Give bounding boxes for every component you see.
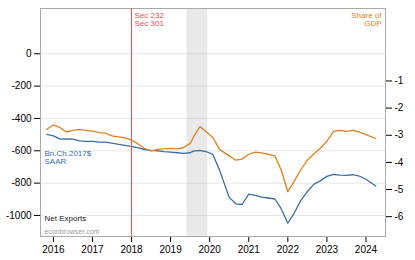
svg-text:-1: -1	[395, 75, 404, 86]
svg-text:-600: -600	[11, 145, 31, 156]
svg-text:-5: -5	[395, 184, 404, 195]
svg-text:Bn.Ch.2017$SAAR: Bn.Ch.2017$SAAR	[45, 149, 92, 166]
svg-text:-200: -200	[11, 80, 31, 91]
svg-text:-3: -3	[395, 129, 404, 140]
svg-text:2016: 2016	[42, 244, 65, 255]
svg-text:-1000: -1000	[6, 210, 32, 221]
svg-text:-800: -800	[11, 177, 31, 188]
svg-text:0: 0	[26, 48, 32, 59]
svg-text:2021: 2021	[238, 244, 261, 255]
svg-text:-6: -6	[395, 211, 404, 222]
svg-text:Net Exports: Net Exports	[45, 214, 87, 223]
svg-text:Share ofGDP: Share ofGDP	[351, 11, 382, 28]
svg-text:2024: 2024	[355, 244, 378, 255]
svg-text:2019: 2019	[159, 244, 182, 255]
svg-text:2020: 2020	[199, 244, 222, 255]
svg-text:2022: 2022	[277, 244, 300, 255]
svg-text:Sec 232Sec 301: Sec 232Sec 301	[135, 11, 165, 28]
svg-text:econbrowser.com: econbrowser.com	[45, 228, 100, 235]
svg-text:2017: 2017	[81, 244, 104, 255]
svg-text:-400: -400	[11, 113, 31, 124]
svg-text:-4: -4	[395, 157, 404, 168]
svg-text:2018: 2018	[120, 244, 143, 255]
svg-text:-2: -2	[395, 102, 404, 113]
svg-text:2023: 2023	[316, 244, 339, 255]
